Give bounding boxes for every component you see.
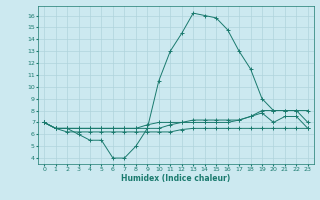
X-axis label: Humidex (Indice chaleur): Humidex (Indice chaleur) xyxy=(121,174,231,183)
